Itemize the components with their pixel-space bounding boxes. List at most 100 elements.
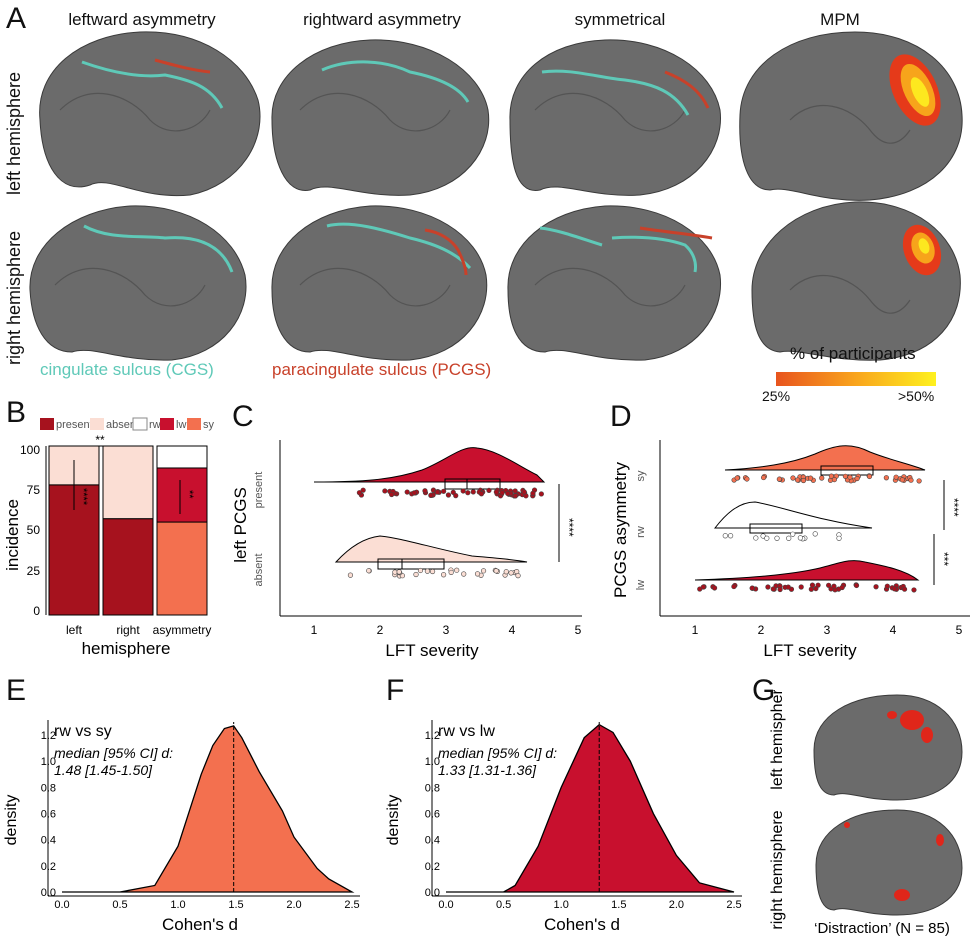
svg-text:75: 75 [27, 483, 41, 497]
data-point [873, 584, 879, 590]
pcgs-rh-rightward [424, 228, 468, 276]
panel-b-xticks: left right asymmetry [66, 623, 211, 637]
svg-text:3: 3 [443, 623, 450, 637]
panel-d-ylabel: PCGS asymmetry [611, 461, 630, 598]
ytick: 1.0 [425, 756, 440, 768]
svg-text:4: 4 [509, 623, 516, 637]
cgs-rh-symmetrical [539, 226, 603, 247]
data-point [382, 488, 388, 494]
ytick: 1.0 [41, 756, 56, 768]
bar-asymmetry-lw [156, 467, 208, 523]
panel-a-letter: A [6, 2, 27, 35]
svg-text:50: 50 [27, 523, 41, 537]
data-point [521, 489, 527, 495]
data-point [764, 535, 770, 541]
svg-text:5: 5 [575, 623, 582, 637]
svg-text:25: 25 [27, 564, 41, 578]
data-point [770, 586, 776, 592]
cgs-rh-leftward [83, 224, 234, 273]
panel-f-chart: rw vs lw median [95% CI] d: 1.33 [1.31-1… [385, 720, 742, 934]
panel-e-title: rw vs sy [54, 723, 112, 740]
data-point [753, 535, 759, 541]
svg-text:left: left [66, 623, 83, 637]
colorbar-title: % of participants [790, 344, 916, 363]
svg-text:lw: lw [635, 580, 647, 590]
data-point [749, 585, 755, 591]
data-point [831, 476, 837, 483]
panel-g-row2-label: right hemisphere [769, 810, 786, 929]
panel-d-chart: **** *** sy rw lw 1 2 3 4 5 LFT severity… [611, 440, 970, 660]
xtick: 2.5 [344, 899, 359, 911]
data-point [424, 568, 431, 574]
panel-d-xlabel: LFT severity [763, 641, 857, 660]
panel-c-xticks: 1 2 3 4 5 [311, 623, 582, 637]
dots-lw [697, 582, 917, 593]
data-point [893, 474, 899, 480]
ytick: 1.2 [41, 730, 56, 742]
ytick: 0.2 [41, 861, 56, 873]
svg-text:5: 5 [956, 623, 963, 637]
data-point [356, 490, 363, 496]
svg-text:2: 2 [377, 623, 384, 637]
panel-d-ycats: sy rw lw [635, 470, 647, 590]
data-point [807, 475, 814, 481]
activation-blobs [844, 710, 944, 901]
ytick: 0.6 [41, 809, 56, 821]
panel-e-xticks: 0.0 0.5 1.0 1.5 2.0 2.5 [54, 899, 359, 911]
data-point [512, 493, 519, 499]
brain-images [29, 31, 963, 386]
panel-b-ylabel: incidence [3, 499, 22, 571]
svg-text:right: right [116, 623, 140, 637]
panel-c-ylabel: left PCGS [232, 487, 250, 563]
ytick: 0.8 [425, 782, 440, 794]
xtick: 2.0 [286, 899, 301, 911]
legend-sy: sy [203, 419, 215, 431]
data-point [800, 477, 807, 484]
cgs-rh-symmetrical-2 [611, 235, 697, 273]
ytick: 1.2 [425, 730, 440, 742]
panel-c-xlabel: LFT severity [385, 641, 479, 660]
data-point [503, 569, 509, 575]
density-area-e [62, 725, 355, 893]
panel-f-xlabel: Cohen's d [544, 915, 620, 934]
ytick: 0.2 [425, 861, 440, 873]
legend-present: present [56, 419, 93, 431]
svg-text:sy: sy [635, 470, 647, 482]
bar-asymmetry-sy [156, 521, 208, 616]
panel-f-stat-2: 1.33 [1.31-1.36] [438, 762, 537, 778]
data-point [901, 586, 908, 592]
data-point [826, 582, 832, 588]
data-point [474, 571, 481, 577]
data-point [434, 489, 440, 495]
cgs-lh-symmetrical [541, 69, 690, 116]
data-point [453, 493, 459, 499]
dots-absent [347, 567, 521, 579]
sig-d-2: *** [937, 552, 951, 566]
data-point [819, 475, 825, 481]
xtick: 1.0 [554, 899, 569, 911]
data-point [734, 475, 740, 481]
dots-present [356, 487, 544, 499]
data-point [847, 474, 853, 480]
data-point [465, 490, 471, 496]
svg-text:100: 100 [20, 443, 40, 457]
xtick: 2.5 [726, 899, 741, 911]
data-point [760, 533, 766, 539]
sig-d-1: **** [947, 498, 961, 517]
colorbar [776, 372, 936, 386]
data-point [478, 491, 485, 497]
data-point [366, 568, 372, 574]
ytick: 0.4 [41, 835, 56, 847]
legend-pcgs: paracingulate sulcus (PCGS) [272, 360, 492, 379]
data-point [493, 489, 499, 495]
data-point [854, 475, 860, 482]
cgs-lh-rightward [321, 60, 470, 103]
data-point [505, 490, 511, 497]
data-point [842, 473, 848, 479]
data-point [422, 488, 428, 494]
legend-cgs: cingulate sulcus (CGS) [40, 360, 214, 379]
data-point [429, 568, 436, 575]
panel-c-ycats: present absent [253, 472, 265, 587]
data-point [836, 535, 842, 541]
panel-e-stat-1: median [95% CI] d: [54, 745, 173, 761]
